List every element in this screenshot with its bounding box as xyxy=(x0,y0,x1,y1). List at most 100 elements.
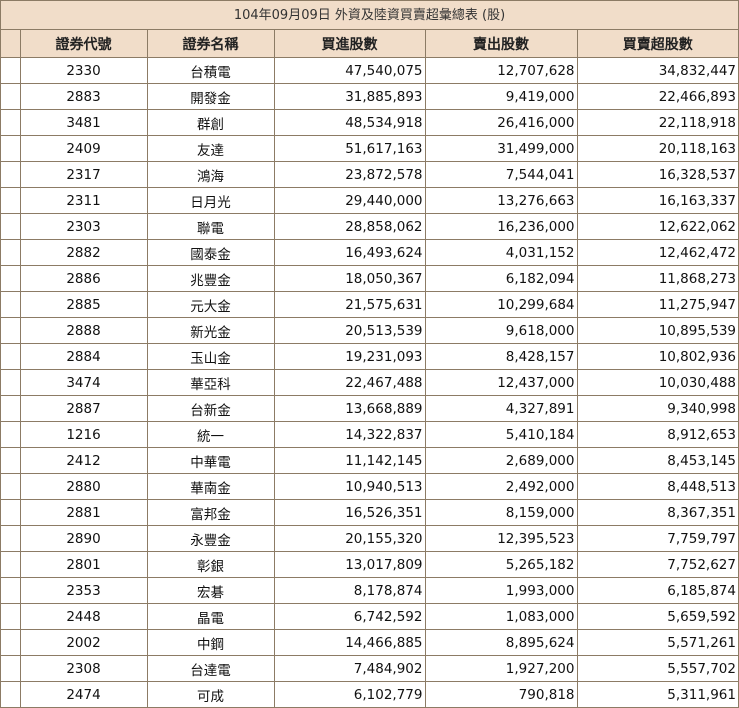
sell-shares-cell: 1,927,200 xyxy=(424,655,577,682)
net-shares-cell: 10,802,936 xyxy=(576,343,738,370)
sell-shares-cell: 1,083,000 xyxy=(424,603,577,630)
security-code-cell: 2303 xyxy=(19,213,147,240)
row-gutter-cell xyxy=(1,473,20,500)
security-name-cell: 富邦金 xyxy=(146,499,274,526)
buy-shares-cell: 28,858,062 xyxy=(273,213,425,240)
row-gutter-cell xyxy=(1,551,20,578)
buy-shares-cell: 48,534,918 xyxy=(273,109,425,136)
table-row: 2448 晶電 6,742,592 1,083,000 5,659,592 xyxy=(1,603,738,630)
net-shares-cell: 7,752,627 xyxy=(576,551,738,578)
row-gutter-cell xyxy=(1,109,20,136)
buy-shares-cell: 6,102,779 xyxy=(273,681,425,708)
row-gutter-cell xyxy=(1,317,20,344)
security-name-cell: 可成 xyxy=(146,681,274,708)
buy-shares-cell: 29,440,000 xyxy=(273,187,425,214)
net-shares-cell: 5,659,592 xyxy=(576,603,738,630)
header-row: 證券代號 證券名稱 買進股數 賣出股數 買賣超股數 xyxy=(1,30,738,58)
net-shares-cell: 5,311,961 xyxy=(576,681,738,708)
header-net-shares: 買賣超股數 xyxy=(576,30,738,58)
security-code-cell: 2887 xyxy=(19,395,147,422)
security-code-cell: 3474 xyxy=(19,369,147,396)
net-shares-cell: 16,163,337 xyxy=(576,187,738,214)
buy-shares-cell: 11,142,145 xyxy=(273,447,425,474)
security-name-cell: 鴻海 xyxy=(146,161,274,188)
row-gutter-cell xyxy=(1,161,20,188)
gutter-header-cell xyxy=(1,30,20,58)
buy-shares-cell: 6,742,592 xyxy=(273,603,425,630)
sell-shares-cell: 7,544,041 xyxy=(424,161,577,188)
buy-shares-cell: 18,050,367 xyxy=(273,265,425,292)
table-title: 104年09月09日 外資及陸資買賣超彙總表 (股) xyxy=(1,1,738,30)
row-gutter-cell xyxy=(1,681,20,708)
security-code-cell: 2412 xyxy=(19,447,147,474)
buy-shares-cell: 23,872,578 xyxy=(273,161,425,188)
security-name-cell: 台積電 xyxy=(146,57,274,84)
net-shares-cell: 11,275,947 xyxy=(576,291,738,318)
net-shares-cell: 8,448,513 xyxy=(576,473,738,500)
security-code-cell: 2880 xyxy=(19,473,147,500)
buy-shares-cell: 16,526,351 xyxy=(273,499,425,526)
security-code-cell: 2886 xyxy=(19,265,147,292)
security-name-cell: 友達 xyxy=(146,135,274,162)
table-row: 2303 聯電 28,858,062 16,236,000 12,622,062 xyxy=(1,213,738,240)
row-gutter-cell xyxy=(1,499,20,526)
table-row: 2884 玉山金 19,231,093 8,428,157 10,802,936 xyxy=(1,343,738,370)
table-row: 2880 華南金 10,940,513 2,492,000 8,448,513 xyxy=(1,473,738,500)
sell-shares-cell: 8,428,157 xyxy=(424,343,577,370)
net-shares-cell: 12,622,062 xyxy=(576,213,738,240)
security-name-cell: 彰銀 xyxy=(146,551,274,578)
security-code-cell: 2002 xyxy=(19,629,147,656)
sell-shares-cell: 8,895,624 xyxy=(424,629,577,656)
buy-shares-cell: 20,155,320 xyxy=(273,525,425,552)
net-shares-cell: 10,030,488 xyxy=(576,369,738,396)
net-shares-cell: 5,557,702 xyxy=(576,655,738,682)
net-shares-cell: 5,571,261 xyxy=(576,629,738,656)
security-code-cell: 2888 xyxy=(19,317,147,344)
sell-shares-cell: 12,437,000 xyxy=(424,369,577,396)
table-row: 2887 台新金 13,668,889 4,327,891 9,340,998 xyxy=(1,395,738,422)
security-name-cell: 兆豐金 xyxy=(146,265,274,292)
security-code-cell: 2885 xyxy=(19,291,147,318)
header-security-code: 證券代號 xyxy=(19,30,147,58)
security-code-cell: 2448 xyxy=(19,603,147,630)
sell-shares-cell: 13,276,663 xyxy=(424,187,577,214)
security-name-cell: 宏碁 xyxy=(146,577,274,604)
security-name-cell: 新光金 xyxy=(146,317,274,344)
sell-shares-cell: 12,707,628 xyxy=(424,57,577,84)
security-code-cell: 2311 xyxy=(19,187,147,214)
table-row: 2409 友達 51,617,163 31,499,000 20,118,163 xyxy=(1,135,738,162)
table-row: 2317 鴻海 23,872,578 7,544,041 16,328,537 xyxy=(1,161,738,188)
sell-shares-cell: 10,299,684 xyxy=(424,291,577,318)
security-name-cell: 華南金 xyxy=(146,473,274,500)
net-shares-cell: 8,453,145 xyxy=(576,447,738,474)
sell-shares-cell: 2,689,000 xyxy=(424,447,577,474)
header-buy-shares: 買進股數 xyxy=(273,30,425,58)
row-gutter-cell xyxy=(1,57,20,84)
row-gutter-cell xyxy=(1,629,20,656)
table-row: 1216 統一 14,322,837 5,410,184 8,912,653 xyxy=(1,421,738,448)
security-name-cell: 永豐金 xyxy=(146,525,274,552)
sell-shares-cell: 6,182,094 xyxy=(424,265,577,292)
table-row: 2888 新光金 20,513,539 9,618,000 10,895,539 xyxy=(1,317,738,344)
buy-shares-cell: 13,668,889 xyxy=(273,395,425,422)
table-row: 2801 彰銀 13,017,809 5,265,182 7,752,627 xyxy=(1,551,738,578)
net-shares-cell: 7,759,797 xyxy=(576,525,738,552)
buy-shares-cell: 10,940,513 xyxy=(273,473,425,500)
security-name-cell: 晶電 xyxy=(146,603,274,630)
security-name-cell: 群創 xyxy=(146,109,274,136)
table-body: 2330 台積電 47,540,075 12,707,628 34,832,447 288… xyxy=(1,57,738,708)
security-name-cell: 台新金 xyxy=(146,395,274,422)
buy-shares-cell: 20,513,539 xyxy=(273,317,425,344)
row-gutter-cell xyxy=(1,525,20,552)
header-security-name: 證券名稱 xyxy=(146,30,274,58)
table-row: 2882 國泰金 16,493,624 4,031,152 12,462,472 xyxy=(1,239,738,266)
sell-shares-cell: 26,416,000 xyxy=(424,109,577,136)
sell-shares-cell: 790,818 xyxy=(424,681,577,708)
table-row: 2330 台積電 47,540,075 12,707,628 34,832,447 xyxy=(1,57,738,84)
security-name-cell: 元大金 xyxy=(146,291,274,318)
sell-shares-cell: 1,993,000 xyxy=(424,577,577,604)
buy-shares-cell: 16,493,624 xyxy=(273,239,425,266)
sell-shares-cell: 12,395,523 xyxy=(424,525,577,552)
security-code-cell: 2890 xyxy=(19,525,147,552)
row-gutter-cell xyxy=(1,447,20,474)
